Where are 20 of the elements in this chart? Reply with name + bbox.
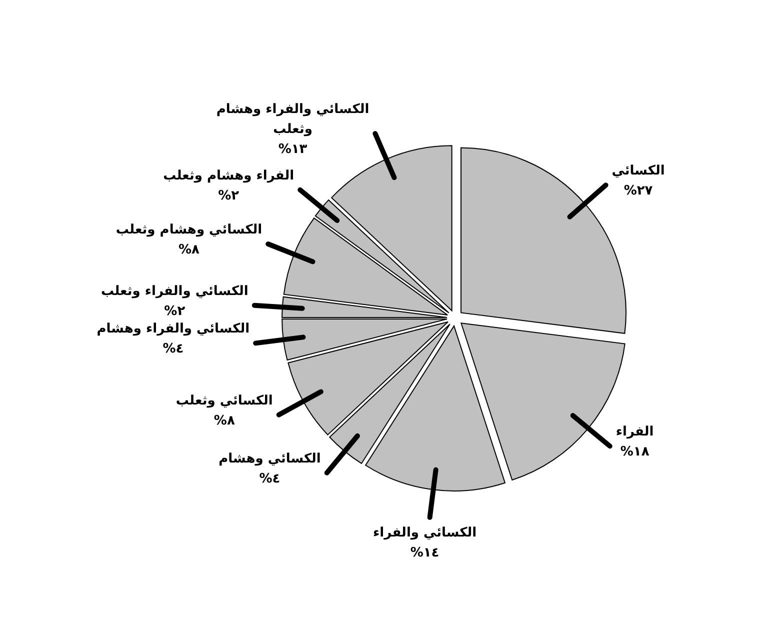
slice-label: الكسائي وهشام وثعلب [116,222,262,238]
data-label: ١٤% [410,545,440,560]
data-label: ١٣% [278,142,308,158]
slice-label: الكسائي [612,164,665,179]
data-label: ٢% [164,304,186,319]
data-label: ٤% [162,342,184,357]
data-label: ٨% [178,242,200,258]
data-label: ٨% [214,413,235,428]
slice-label: الفراء [616,424,654,440]
data-label: ٤% [259,471,280,486]
slice-label: الكسائي والفراء وثعلب [100,284,248,299]
data-label: ١٨% [620,444,650,460]
slice-label: الكسائي وثعلب [176,393,273,408]
slice-label: الكسائي والفراء وهشام [96,322,250,337]
slice-label: الكسائي والفراء [373,525,477,540]
slice-label: الكسائي والفراء وهشام وثعلب [216,102,370,138]
data-label: ٢% [218,188,240,204]
slice-label: الكسائي وهشام [218,451,321,466]
slice-label: الفراء وهشام وثعلب [163,168,294,184]
data-label: ٢٧% [624,184,653,199]
